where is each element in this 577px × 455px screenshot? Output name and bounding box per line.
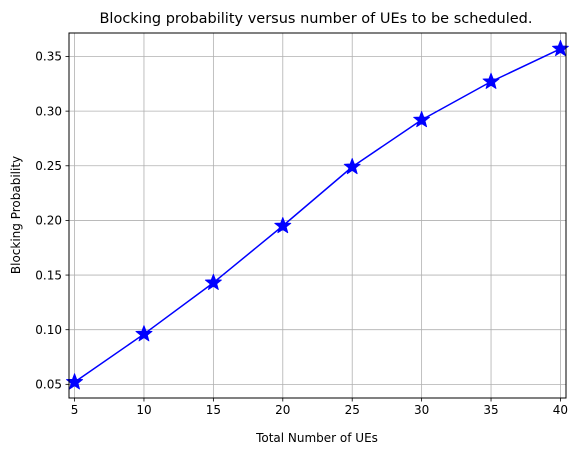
y-axis-label: Blocking Probability — [9, 156, 23, 274]
y-tick-label: 0.25 — [35, 159, 62, 173]
x-tick-label: 15 — [206, 403, 221, 417]
y-tick-label: 0.30 — [35, 104, 62, 118]
y-tick-label: 0.20 — [35, 214, 62, 228]
x-tick-label: 20 — [275, 403, 290, 417]
x-tick-label: 10 — [136, 403, 151, 417]
x-axis-label: Total Number of UEs — [255, 431, 378, 445]
data-point-star — [413, 110, 431, 128]
y-tick-label: 0.15 — [35, 268, 62, 282]
data-point-star — [482, 72, 500, 89]
data-point-star — [135, 325, 153, 342]
data-point-star — [204, 273, 222, 290]
data-point-star — [343, 157, 361, 175]
data-series — [66, 39, 569, 390]
x-tick-label: 40 — [553, 403, 568, 417]
x-tick-label: 35 — [483, 403, 498, 417]
x-tick-label: 25 — [345, 403, 360, 417]
data-point-star — [551, 39, 569, 57]
y-tick-label: 0.05 — [35, 378, 62, 392]
plot-frame — [68, 32, 567, 399]
data-point-star — [274, 216, 292, 234]
series-line — [74, 48, 561, 383]
chart-title: Blocking probability versus number of UE… — [99, 11, 532, 27]
x-tick-label: 30 — [414, 403, 429, 417]
data-point-star — [66, 373, 84, 390]
y-tick-label: 0.10 — [35, 323, 62, 337]
x-tick-label: 5 — [71, 403, 79, 417]
y-tick-label: 0.35 — [35, 50, 62, 64]
grid-lines — [69, 33, 566, 398]
y-axis-ticks: 0.05 0.10 0.15 0.20 0.25 0.30 0.35 — [35, 50, 69, 392]
x-axis-ticks: 5 10 15 20 25 30 35 40 — [71, 398, 568, 417]
